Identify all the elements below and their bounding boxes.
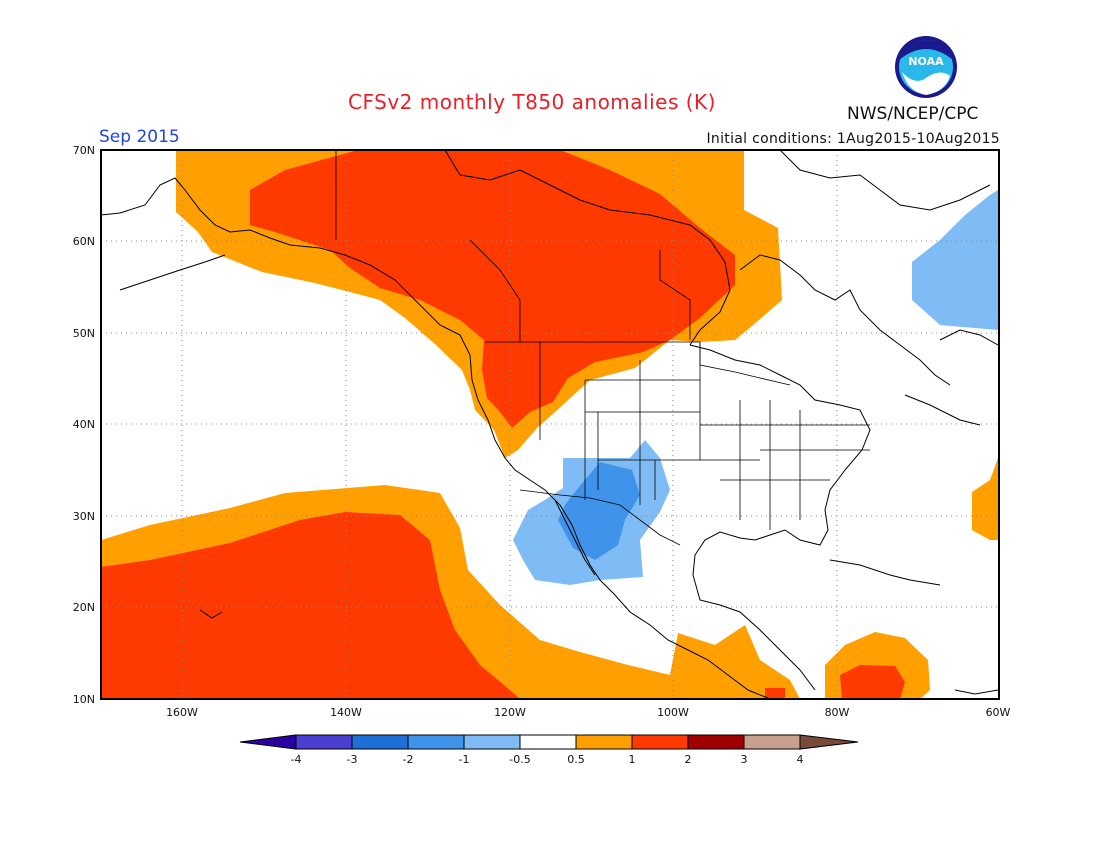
lat-label: 70N [73, 144, 95, 157]
colorbar-swatch [743, 734, 801, 750]
anomaly-field [101, 150, 998, 699]
lat-label: 40N [73, 418, 95, 431]
colorbar-label: -4 [291, 753, 302, 766]
anomaly-caribbean-1-2 [840, 665, 905, 699]
anomaly-north-1-2 [250, 150, 735, 428]
noaa-logo-text: NOAA [908, 55, 944, 68]
colorbar-label: -3 [347, 753, 358, 766]
coastlines [101, 150, 999, 699]
colorbar-high-arrow [799, 734, 859, 750]
colorbar-swatch [463, 734, 521, 750]
colorbar-label: 1 [629, 753, 636, 766]
colorbar-label: 0.5 [567, 753, 585, 766]
colorbar-swatch [519, 734, 577, 750]
agency-label: NWS/NCEP/CPC [847, 104, 979, 124]
lon-label: 100W [657, 706, 689, 719]
forecast-month: Sep 2015 [99, 127, 180, 147]
anomaly-labrador-m1-m0p5 [912, 190, 998, 330]
colorbar-labels: -4 -3 -2 -1 -0.5 0.5 1 2 3 4 [291, 753, 804, 766]
lon-label: 140W [330, 706, 362, 719]
lon-label: 80W [825, 706, 850, 719]
colorbar-low-arrow [239, 734, 297, 750]
longitude-labels: 160W 140W 120W 100W 80W 60W [166, 706, 1010, 719]
latitude-labels: 70N 60N 50N 40N 30N 20N 10N [73, 144, 95, 706]
lat-label: 10N [73, 693, 95, 706]
lat-label: 30N [73, 510, 95, 523]
lon-label: 120W [494, 706, 526, 719]
lon-label: 160W [166, 706, 198, 719]
map-frame [100, 149, 1000, 700]
chart-title: CFSv2 monthly T850 anomalies (K) [348, 90, 716, 114]
colorbar-swatch [295, 734, 353, 750]
colorbar-swatch [407, 734, 465, 750]
colorbar-label: 4 [797, 753, 804, 766]
noaa-logo: NOAA [895, 36, 957, 98]
colorbar-label: 3 [741, 753, 748, 766]
colorbar-swatch [575, 734, 633, 750]
lat-label: 20N [73, 601, 95, 614]
initial-conditions: Initial conditions: 1Aug2015-10Aug2015 [706, 131, 1000, 147]
political-borders [335, 150, 870, 546]
anomaly-pacific-1-2 [101, 512, 520, 699]
colorbar-swatch [631, 734, 689, 750]
anomaly-sw-m2-m1 [558, 462, 640, 560]
colorbar-label: -2 [403, 753, 414, 766]
anomaly-atlantic-0p5-1 [972, 458, 998, 540]
colorbar-label: 2 [685, 753, 692, 766]
lon-label: 60W [986, 706, 1011, 719]
colorbar-swatch [351, 734, 409, 750]
lat-label: 50N [73, 327, 95, 340]
colorbar [239, 734, 859, 750]
colorbar-label: -1 [459, 753, 470, 766]
lat-label: 60N [73, 235, 95, 248]
colorbar-label: -0.5 [509, 753, 530, 766]
colorbar-swatch [687, 734, 745, 750]
